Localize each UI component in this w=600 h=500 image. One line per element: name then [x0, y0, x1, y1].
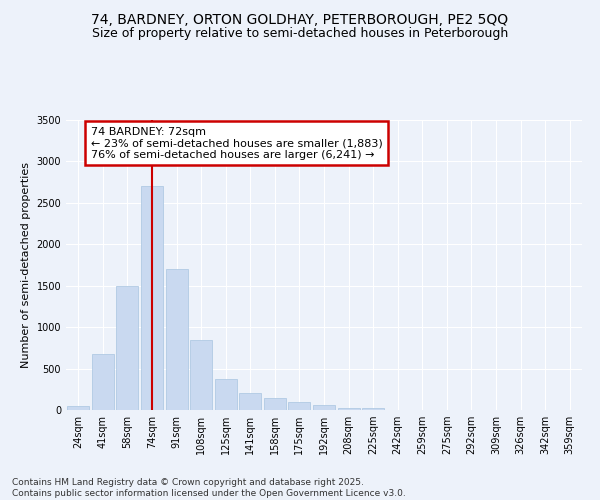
Bar: [264, 398, 286, 410]
Bar: [362, 408, 384, 410]
Text: 74, BARDNEY, ORTON GOLDHAY, PETERBOROUGH, PE2 5QQ: 74, BARDNEY, ORTON GOLDHAY, PETERBOROUGH…: [91, 12, 509, 26]
Y-axis label: Number of semi-detached properties: Number of semi-detached properties: [21, 162, 31, 368]
Bar: [239, 394, 262, 410]
Bar: [67, 406, 89, 410]
Bar: [92, 354, 114, 410]
Bar: [338, 408, 359, 410]
Text: 74 BARDNEY: 72sqm
← 23% of semi-detached houses are smaller (1,883)
76% of semi-: 74 BARDNEY: 72sqm ← 23% of semi-detached…: [91, 126, 382, 160]
Bar: [116, 286, 139, 410]
Bar: [215, 380, 237, 410]
Bar: [289, 402, 310, 410]
Text: Size of property relative to semi-detached houses in Peterborough: Size of property relative to semi-detach…: [92, 28, 508, 40]
Text: Contains HM Land Registry data © Crown copyright and database right 2025.
Contai: Contains HM Land Registry data © Crown c…: [12, 478, 406, 498]
Bar: [141, 186, 163, 410]
Bar: [166, 269, 188, 410]
Bar: [190, 340, 212, 410]
Bar: [313, 405, 335, 410]
